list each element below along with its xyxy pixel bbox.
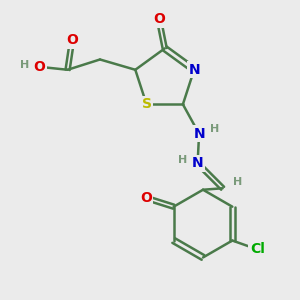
Text: O: O	[66, 33, 78, 47]
Text: Cl: Cl	[250, 242, 265, 256]
Text: O: O	[140, 191, 152, 205]
Text: N: N	[188, 63, 200, 77]
Text: H: H	[20, 60, 29, 70]
Text: S: S	[142, 97, 152, 111]
Text: N: N	[193, 127, 205, 141]
Text: N: N	[192, 156, 203, 170]
Text: O: O	[34, 60, 46, 74]
Text: O: O	[153, 12, 165, 26]
Text: H: H	[233, 177, 242, 188]
Text: H: H	[178, 155, 187, 165]
Text: H: H	[210, 124, 219, 134]
